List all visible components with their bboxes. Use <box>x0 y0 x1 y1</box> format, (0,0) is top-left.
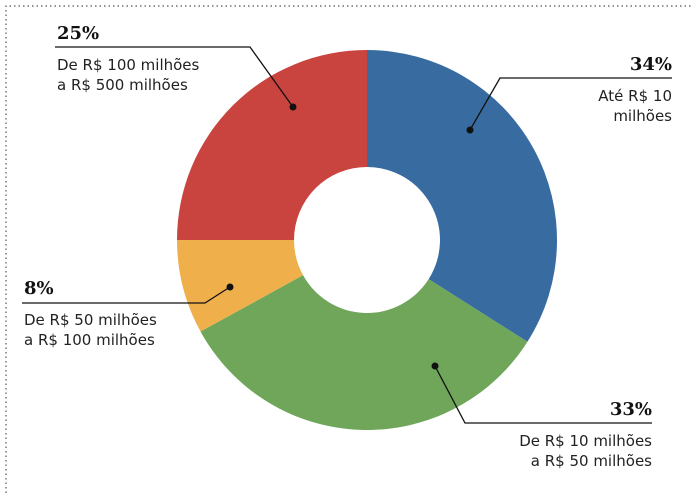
leader-dot <box>466 126 474 134</box>
category-label: De R$ 50 milhões a R$ 100 milhões <box>24 311 157 349</box>
leader-line <box>55 46 294 108</box>
frame <box>5 5 692 493</box>
value-label: 34% <box>629 54 672 75</box>
value-label: 8% <box>24 278 54 299</box>
category-label: Até R$ 10 milhões <box>598 87 672 125</box>
slice <box>177 50 367 240</box>
leader-dot <box>289 103 297 111</box>
category-label: De R$ 10 milhões a R$ 50 milhões <box>519 432 652 470</box>
leader-line <box>469 77 672 131</box>
leader-dot <box>431 362 439 370</box>
value-label: 33% <box>609 399 652 420</box>
leader-line <box>434 365 652 424</box>
value-label: 25% <box>57 23 100 44</box>
slices <box>177 50 558 431</box>
slice <box>367 50 558 342</box>
slice <box>200 275 528 431</box>
leaders <box>22 46 672 424</box>
leader-dots <box>226 103 474 370</box>
leader-dot <box>226 283 234 291</box>
leader-line <box>22 286 231 304</box>
slice <box>177 240 304 332</box>
category-label: De R$ 100 milhões a R$ 500 milhões <box>57 56 200 94</box>
